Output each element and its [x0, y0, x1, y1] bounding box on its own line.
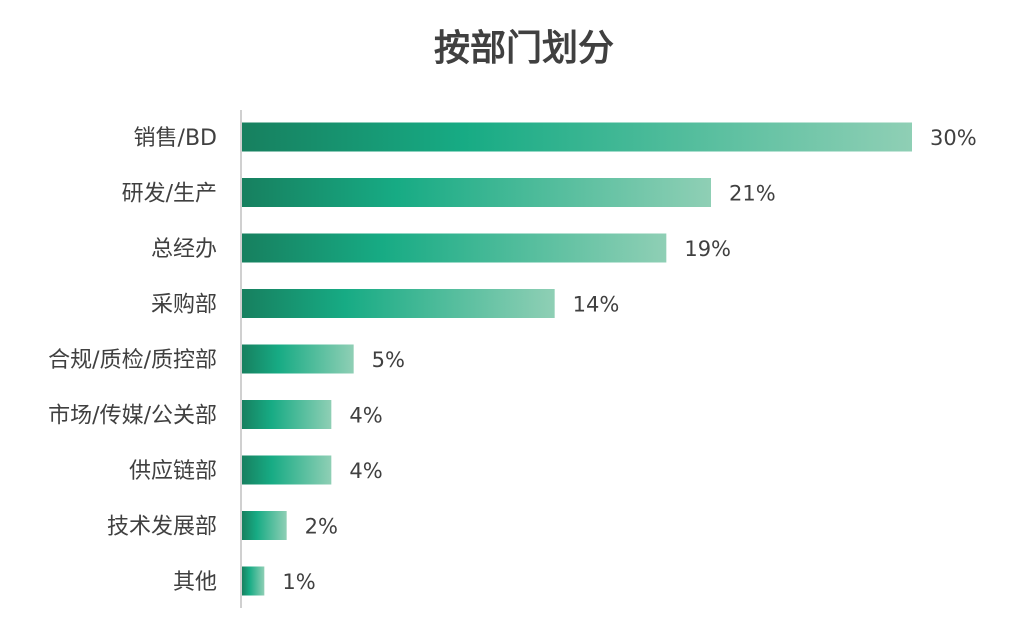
value-label-5: 4%: [349, 404, 382, 428]
bar-6: [242, 455, 332, 485]
value-label-0: 30%: [930, 126, 977, 150]
category-label-5: 市场/传媒/公关部: [48, 404, 217, 429]
category-label-0: 销售/BD: [134, 126, 217, 151]
bar-5: [242, 400, 332, 429]
category-label-3: 采购部: [151, 293, 217, 318]
chart-title: 按部门划分: [434, 28, 614, 69]
category-label-8: 其他: [173, 570, 217, 595]
bar-0: [242, 122, 912, 152]
value-label-8: 1%: [282, 570, 315, 594]
bar-1: [242, 178, 711, 207]
value-label-7: 2%: [305, 515, 338, 539]
value-label-1: 21%: [729, 182, 776, 206]
value-label-4: 5%: [372, 348, 405, 372]
category-label-7: 技术发展部: [107, 515, 217, 540]
bars-layer: 销售/BD 30% 研发/生产 21% 总经办 19% 采购部 14% 合规/质检/质控部 5% 市…: [48, 122, 977, 596]
bar-7: [242, 511, 287, 540]
category-label-6: 供应链部: [129, 459, 217, 484]
bar-2: [242, 233, 667, 263]
value-label-6: 4%: [349, 459, 382, 483]
value-label-2: 19%: [684, 237, 731, 261]
category-label-2: 总经办: [151, 237, 217, 262]
bar-3: [242, 289, 555, 318]
bar-8: [242, 566, 265, 596]
category-label-1: 研发/生产: [122, 182, 217, 207]
category-label-4: 合规/质检/质控部: [48, 348, 217, 373]
value-label-3: 14%: [573, 293, 620, 317]
bar-4: [242, 344, 354, 374]
